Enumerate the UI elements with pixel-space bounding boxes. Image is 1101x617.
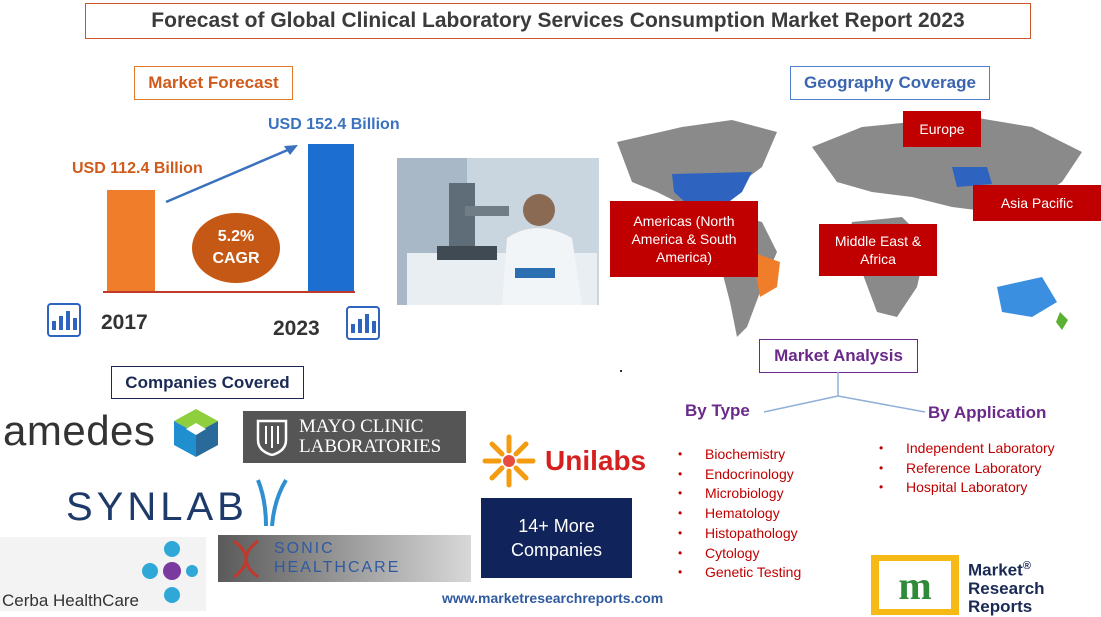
companies-covered-label: Companies Covered bbox=[111, 366, 304, 399]
cagr-badge: 5.2% CAGR bbox=[192, 213, 280, 283]
mayo-line1: MAYO CLINIC bbox=[299, 416, 424, 437]
value-2023-label: USD 152.4 Billion bbox=[268, 116, 400, 133]
page-title: Forecast of Global Clinical Laboratory S… bbox=[85, 3, 1031, 39]
brand-line3: Reports bbox=[968, 596, 1033, 616]
mrr-logo-mark: m bbox=[871, 555, 959, 615]
market-analysis-label: Market Analysis bbox=[759, 339, 918, 373]
cagr-value: 5.2% bbox=[217, 228, 255, 245]
list-item: Endocrinology bbox=[678, 465, 801, 485]
bar-2023 bbox=[308, 144, 354, 292]
region-europe: Europe bbox=[903, 111, 981, 147]
geography-coverage-label: Geography Coverage bbox=[790, 66, 990, 100]
more-line1: 14+ More bbox=[518, 516, 595, 536]
cerba-logo-text: Cerba HealthCare bbox=[2, 591, 140, 610]
sonic-line1: SONIC bbox=[274, 540, 335, 557]
synlab-swoosh-icon bbox=[256, 478, 288, 527]
synlab-logo: SYNLAB bbox=[66, 485, 248, 529]
stray-dot bbox=[620, 370, 622, 372]
list-item: Hematology bbox=[678, 504, 801, 524]
region-middle-east-africa: Middle East & Africa bbox=[819, 224, 937, 276]
brand-line2: Research bbox=[968, 578, 1045, 598]
by-application-list: Independent Laboratory Reference Laborat… bbox=[879, 439, 1055, 498]
bar-chart-icon bbox=[47, 303, 81, 337]
cerba-dots-icon bbox=[142, 541, 198, 603]
website-url[interactable]: www.marketresearchreports.com bbox=[442, 590, 664, 606]
value-2017-label: USD 112.4 Billion bbox=[72, 160, 203, 177]
unilabs-text: Unilabs bbox=[545, 445, 647, 476]
cagr-label: CAGR bbox=[212, 250, 260, 267]
list-item: Genetic Testing bbox=[678, 563, 801, 583]
mayo-line2: LABORATORIES bbox=[299, 436, 442, 457]
list-item: Cytology bbox=[678, 544, 801, 564]
bar-chart-icon bbox=[346, 306, 380, 340]
by-type-list: Biochemistry Endocrinology Microbiology … bbox=[678, 445, 801, 583]
more-companies-box: 14+ More Companies bbox=[481, 498, 632, 578]
year-2023: 2023 bbox=[273, 317, 320, 340]
list-item: Reference Laboratory bbox=[879, 459, 1055, 479]
year-2017: 2017 bbox=[101, 311, 148, 334]
by-application-heading: By Application bbox=[928, 403, 1047, 422]
lab-scientist-photo bbox=[397, 158, 599, 305]
list-item: Hospital Laboratory bbox=[879, 478, 1055, 498]
cerba-logo-background bbox=[0, 537, 206, 611]
list-item: Histopathology bbox=[678, 524, 801, 544]
mrr-logo-letter: m bbox=[879, 561, 951, 609]
region-americas: Americas (North America & South America) bbox=[610, 201, 758, 277]
list-item: Biochemistry bbox=[678, 445, 801, 465]
by-type-heading: By Type bbox=[685, 401, 750, 420]
amedes-logo: amedes bbox=[3, 407, 156, 454]
growth-arrow-icon bbox=[165, 145, 298, 204]
mayo-shield-icon bbox=[256, 419, 288, 456]
registered-mark: ® bbox=[1022, 560, 1031, 572]
sonic-line2: HEALTHCARE bbox=[274, 559, 401, 576]
analysis-branch-lines bbox=[763, 372, 926, 413]
amedes-cube-icon bbox=[174, 409, 218, 457]
list-item: Microbiology bbox=[678, 484, 801, 504]
list-item: Independent Laboratory bbox=[879, 439, 1055, 459]
unilabs-logo: Unilabs bbox=[481, 431, 659, 491]
region-asia-pacific: Asia Pacific bbox=[973, 185, 1101, 221]
sonic-healthcare-logo: SONIC HEALTHCARE bbox=[218, 535, 471, 582]
market-forecast-label: Market Forecast bbox=[134, 66, 293, 100]
more-line2: Companies bbox=[510, 540, 603, 560]
dna-helix-icon bbox=[233, 539, 259, 579]
mayo-clinic-logo: MAYO CLINIC LABORATORIES bbox=[243, 411, 466, 463]
brand-line1: Market bbox=[968, 560, 1023, 580]
chart-baseline bbox=[103, 291, 355, 293]
bar-2017 bbox=[107, 190, 155, 292]
unilabs-sun-icon bbox=[482, 434, 536, 488]
mrr-logo-text: Market® Research Reports bbox=[968, 557, 1045, 616]
